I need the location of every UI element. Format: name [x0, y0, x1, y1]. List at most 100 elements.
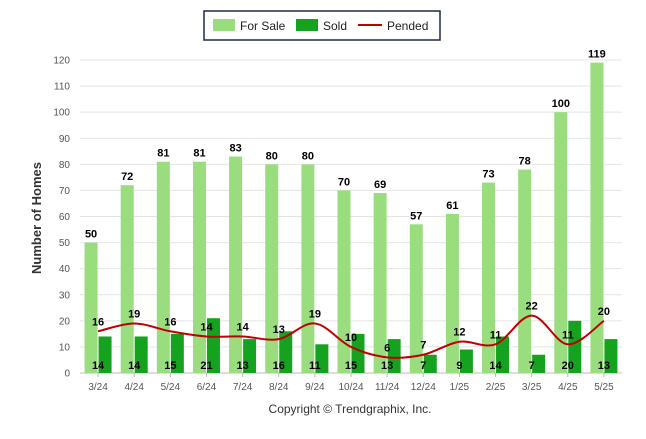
bar-sold	[206, 318, 220, 373]
bar-sold	[387, 339, 401, 373]
bar-sold	[496, 336, 510, 373]
data-label-sold: 7	[420, 360, 426, 372]
legend-swatch-sold	[296, 19, 318, 31]
data-label-for-sale: 73	[482, 169, 494, 181]
data-label-pended: 14	[236, 321, 249, 333]
data-label-pended: 7	[420, 340, 426, 352]
y-tick-label: 20	[59, 316, 71, 327]
bar-for-sale	[554, 112, 568, 374]
data-label-for-sale: 83	[229, 143, 241, 155]
data-label-pended: 6	[384, 342, 390, 354]
data-label-for-sale: 70	[338, 176, 350, 188]
data-label-for-sale: 61	[446, 200, 458, 212]
x-tick-label: 6/24	[197, 382, 217, 393]
axis-layer: 0 10 20 30 40 50 60 70 80 90 100 110 120 3/24 4/24 5/24…	[53, 56, 614, 394]
data-label-pended: 11	[562, 329, 574, 341]
x-tick-label: 4/25	[558, 382, 578, 393]
x-tick-label: 7/24	[233, 382, 253, 393]
bar-sold	[98, 336, 112, 373]
data-label-sold: 14	[128, 360, 141, 372]
data-label-for-sale: 81	[157, 148, 169, 160]
data-label-sold: 15	[164, 360, 176, 372]
y-tick-label: 90	[59, 134, 71, 145]
bar-sold	[279, 331, 293, 373]
line-layer	[97, 314, 605, 359]
y-tick-label: 80	[59, 160, 71, 171]
bar-for-sale	[301, 164, 315, 373]
data-label-for-sale: 80	[266, 150, 278, 162]
y-tick-label: 10	[59, 342, 71, 353]
bar-for-sale	[373, 193, 387, 373]
data-label-pended: 19	[309, 308, 321, 320]
data-label-sold: 13	[236, 360, 248, 372]
y-tick-label: 40	[59, 264, 71, 275]
data-label-sold: 21	[200, 360, 212, 372]
data-label-pended: 16	[164, 316, 176, 328]
bar-sold	[459, 349, 473, 373]
data-label-for-sale: 119	[588, 49, 606, 61]
bar-for-sale	[84, 242, 98, 373]
bar-sold	[423, 354, 437, 373]
copyright-text: Copyright © Trendgraphix, Inc.	[269, 402, 432, 416]
x-tick-label: 10/24	[338, 382, 363, 393]
data-label-pended: 11	[490, 329, 502, 341]
data-label-for-sale: 78	[519, 156, 531, 168]
data-label-pended: 13	[273, 324, 285, 336]
data-label-pended: 19	[128, 308, 140, 320]
y-axis-title: Number of Homes	[29, 162, 44, 274]
data-label-for-sale: 72	[121, 171, 133, 183]
y-tick-label: 100	[53, 108, 70, 119]
data-label-pended: 22	[526, 301, 538, 313]
legend-box	[203, 10, 441, 41]
y-tick-label: 110	[54, 82, 70, 93]
legend-label-for-sale: For Sale	[240, 19, 286, 33]
data-label-sold: 20	[562, 360, 574, 372]
data-label-pended: 10	[345, 332, 357, 344]
legend: For Sale Sold Pended	[203, 10, 441, 41]
y-tick-label: 0	[64, 369, 70, 380]
bar-for-sale	[265, 164, 279, 373]
legend-label-pended: Pended	[387, 19, 428, 33]
legend-label-sold: Sold	[323, 19, 347, 33]
bar-for-sale	[192, 161, 206, 373]
bar-for-sale	[518, 169, 532, 373]
x-tick-label: 2/25	[486, 382, 506, 393]
data-label-pended: 16	[92, 316, 104, 328]
data-label-for-sale: 50	[85, 229, 97, 241]
data-label-pended: 12	[453, 327, 465, 339]
data-label-sold: 14	[92, 360, 105, 372]
y-tick-label: 50	[59, 238, 71, 249]
bar-for-sale	[337, 190, 351, 373]
bar-for-sale	[156, 161, 170, 373]
grid-layer	[80, 59, 622, 374]
data-label-sold: 14	[489, 360, 502, 372]
data-label-sold: 13	[381, 360, 393, 372]
bar-for-sale	[120, 185, 134, 373]
data-label-for-sale: 57	[410, 210, 422, 222]
bar-sold	[315, 344, 329, 373]
data-label-for-sale: 69	[374, 179, 386, 191]
data-label-sold: 9	[456, 360, 462, 372]
x-tick-label: 12/24	[411, 382, 436, 393]
data-label-sold: 16	[273, 360, 285, 372]
bar-sold	[243, 339, 257, 373]
y-tick-label: 60	[59, 212, 71, 223]
bar-sold	[568, 320, 582, 373]
bar-sold	[170, 333, 184, 373]
y-tick-label: 120	[53, 56, 70, 67]
x-tick-label: 3/25	[522, 382, 542, 393]
x-tick-label: 8/24	[269, 382, 289, 393]
label-layer: 5014721481158121831380168011701569135776…	[85, 49, 610, 372]
data-label-for-sale: 81	[193, 148, 205, 160]
x-tick-label: 4/24	[124, 382, 144, 393]
x-tick-label: 11/24	[375, 382, 400, 393]
data-label-sold: 7	[529, 360, 535, 372]
bar-for-sale	[409, 224, 423, 373]
bar-layer	[84, 62, 618, 374]
bar-sold	[134, 336, 148, 373]
bar-sold	[604, 339, 618, 373]
data-label-for-sale: 80	[302, 150, 314, 162]
bar-sold	[532, 354, 546, 373]
